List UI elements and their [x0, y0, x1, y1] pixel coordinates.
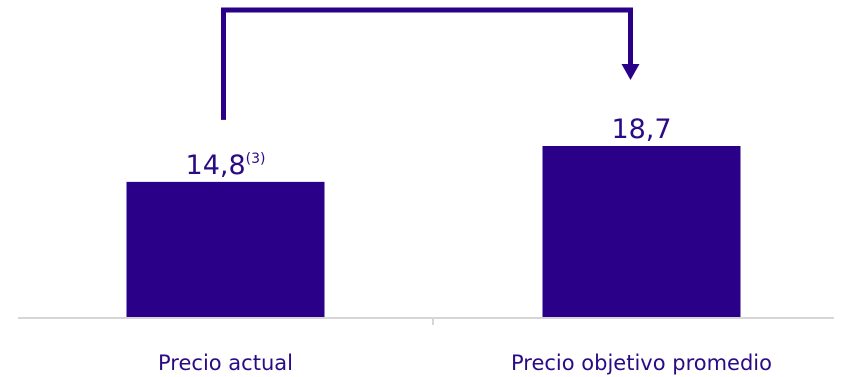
- category-label-2: Precio objetivo promedio: [511, 351, 772, 375]
- bar-2: [542, 146, 741, 318]
- value-label-text: 18,7: [611, 114, 671, 145]
- value-label-text: 14,8: [186, 150, 246, 181]
- value-label-1: 14,8(3): [186, 150, 266, 181]
- bar-1: [126, 181, 325, 318]
- labels-layer: 14,8(3) Precio actual 18,7 Precio objetivo …: [158, 114, 772, 375]
- footnote-marker: (3): [246, 151, 266, 167]
- change-arrow: [221, 7, 633, 120]
- arrow-head-icon: [621, 64, 640, 80]
- value-label-2: 18,7: [611, 114, 671, 145]
- category-label-1: Precio actual: [158, 351, 293, 375]
- bars-layer: [126, 146, 741, 318]
